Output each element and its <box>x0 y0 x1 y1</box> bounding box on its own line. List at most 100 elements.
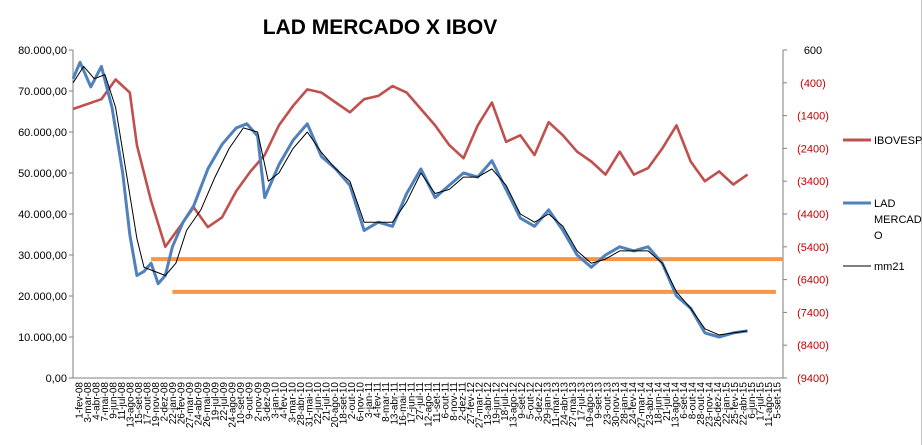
x-axis-tick-label: 4-abr-08 <box>92 382 103 420</box>
x-axis-tick-label: 17-jul-13 <box>577 382 588 421</box>
x-axis-tick-label: 24-abr-13 <box>560 382 571 426</box>
x-axis-tick-label: 5-set-15 <box>773 382 784 419</box>
x-axis-tick-label: 28-out-14 <box>696 382 707 425</box>
x-axis-tick-label: 2-out-10 <box>347 382 358 420</box>
x-axis-tick-label: 6-set-14 <box>679 382 690 419</box>
x-axis-tick-label: 24-abr-09 <box>194 382 205 426</box>
x-axis-tick-label: 8-nov-11 <box>449 382 460 421</box>
x-axis-tick-label: 1-fev-08 <box>75 382 86 419</box>
right-axis-tick-label: (6400) <box>797 275 829 287</box>
x-axis-tick-label: 13-abr-11 <box>389 382 400 425</box>
x-axis-tick-label: 3-mar-10 <box>287 382 298 423</box>
legend-label: MERCADO <box>874 214 922 226</box>
x-axis-tick-label: 11-jul-08 <box>117 382 128 421</box>
x-axis-tick-label: 27-jul-11 <box>415 382 426 421</box>
x-axis-tick-label: 11-ago-15 <box>764 382 775 427</box>
x-axis-tick-label: 26-fev-09 <box>177 382 188 425</box>
left-axis-tick-label: 0,00 <box>46 373 67 385</box>
x-axis-tick-label: 18-set-10 <box>338 382 349 425</box>
x-axis-tick-label: 6-out-11 <box>441 382 452 419</box>
x-axis-tick-label: 24-fev-14 <box>628 382 639 425</box>
x-axis-tick-label: 23-out-13 <box>602 382 613 425</box>
right-axis-tick-label: (7400) <box>797 307 829 319</box>
x-axis-tick-label: 19-jul-09 <box>211 382 222 421</box>
x-axis-tick-label: 8-mar-11 <box>381 382 392 422</box>
x-axis-tick-label: 15-set-08 <box>134 382 145 425</box>
x-axis-tick-label: 22-jun-10 <box>313 382 324 425</box>
x-axis-tick-label: 19-jun-12 <box>492 382 503 425</box>
x-axis-tick-label: 28-abr-10 <box>296 382 307 426</box>
x-axis-tick-label: 27-mai-13 <box>568 382 579 427</box>
left-axis-tick-label: 40.000,00 <box>18 209 67 221</box>
x-axis-tick-label: 19-nov-08 <box>151 382 162 427</box>
x-axis-tick-label: 3-mar-08 <box>83 382 94 423</box>
x-axis-tick-label: 10-set-09 <box>236 382 247 425</box>
x-axis-tick-label: 23-abr-14 <box>645 382 656 426</box>
x-axis-tick-label: 18-jul-12 <box>500 382 511 421</box>
x-axis-tick-label: 19-ago-13 <box>585 382 596 428</box>
right-axis-tick-label: (9400) <box>797 373 829 385</box>
x-axis-tick-label: 25-fev-15 <box>730 382 741 425</box>
x-axis-tick-label: 24-ago-09 <box>228 382 239 428</box>
x-axis-tick-label: 26-mai-09 <box>202 382 213 427</box>
x-axis-tick-label: 2-dez-08 <box>160 382 171 422</box>
left-axis-tick-label: 60.000,00 <box>18 127 67 139</box>
x-axis-tick-label: 13-ago-08 <box>126 382 137 428</box>
x-axis-tick-label: 3-jan-10 <box>270 382 281 419</box>
x-axis-tick-label: 27-mar-12 <box>475 382 486 429</box>
series-line-mm21 <box>72 65 748 336</box>
x-axis-tick-label: 9-jun-08 <box>109 382 120 419</box>
x-axis-tick-label: 13-ago-12 <box>509 382 520 428</box>
right-axis-tick-label: (8400) <box>797 340 829 352</box>
x-axis-tick-label: 21-jul-10 <box>321 382 332 421</box>
x-axis-tick-label: 2-dez-11 <box>458 382 469 421</box>
x-axis-tick-label: 6-nov-10 <box>355 382 366 422</box>
x-axis-tick-label: 22-jul-09 <box>219 382 230 421</box>
x-axis-tick-label: 17-jul-15 <box>755 382 766 421</box>
x-axis-tick-label: 16-mai-11 <box>398 382 409 427</box>
series-line-lad-mercado <box>71 60 748 339</box>
x-axis-tick-label: 13-abr-12 <box>483 382 494 426</box>
x-axis-tick-label: 26-dez-14 <box>713 382 724 427</box>
x-axis-tick-label: 18-jun-14 <box>653 382 664 425</box>
x-axis-tick-label: 9-set-13 <box>594 382 605 419</box>
right-axis-tick-label: (2400) <box>797 143 829 155</box>
x-axis-tick-label: 27-mar-14 <box>636 382 647 429</box>
left-axis-tick-label: 80.000,00 <box>18 45 67 57</box>
x-axis-tick-label: 17-out-08 <box>143 382 154 425</box>
x-axis-tick-label: 22-abr-15 <box>738 382 749 426</box>
x-axis-tick-label: 9-set-12 <box>517 382 528 419</box>
x-axis-tick-label: 27-fev-12 <box>466 382 477 425</box>
right-axis-tick-label: (4400) <box>797 209 829 221</box>
x-axis-tick-label: 5-out-12 <box>526 382 537 420</box>
x-axis-tick-label: 21-jul-14 <box>662 382 673 421</box>
right-axis-tick-label: (3400) <box>797 176 829 188</box>
x-axis-tick-label: 13-ago-14 <box>670 382 681 428</box>
legend-label: IBOVESPA <box>874 135 922 147</box>
x-axis-tick-label: 4-fev-10 <box>279 382 290 419</box>
x-axis-tick-label: 20-ago-10 <box>330 382 341 428</box>
x-axis-tick-label: 30-nov-13 <box>611 382 622 427</box>
legend-label: O <box>874 230 883 242</box>
x-axis-tick-label: 11-set-11 <box>432 382 443 423</box>
x-axis-tick-label: 8-out-14 <box>687 382 698 420</box>
x-axis-tick-label: 3-dez-09 <box>262 382 273 422</box>
chart-title: LAD MERCADO X IBOV <box>262 16 498 39</box>
x-axis-tick-label: 23-nov-14 <box>704 382 715 427</box>
legend-label: LAD <box>874 198 895 210</box>
x-axis-tick-label: 27-mar-09 <box>185 382 196 429</box>
legend-label: mm21 <box>874 261 905 273</box>
x-axis-tick-label: 22-jan-09 <box>168 382 179 425</box>
x-axis-tick-label: 2-nov-09 <box>253 382 264 422</box>
right-axis-tick-label: (5400) <box>797 242 829 254</box>
left-axis-tick-label: 50.000,00 <box>18 168 67 180</box>
x-axis-tick-label: 22-jan-15 <box>721 382 732 425</box>
x-axis-tick-label: 28-jan-14 <box>619 382 630 425</box>
x-axis-tick-label: 3-dez-12 <box>534 382 545 422</box>
x-axis-tick-label: 17-jun-11 <box>406 382 417 424</box>
x-axis-tick-label: 12-ago-11 <box>424 382 435 427</box>
left-axis-tick-label: 70.000,00 <box>18 86 67 98</box>
right-axis-tick-label: (400) <box>800 78 826 90</box>
